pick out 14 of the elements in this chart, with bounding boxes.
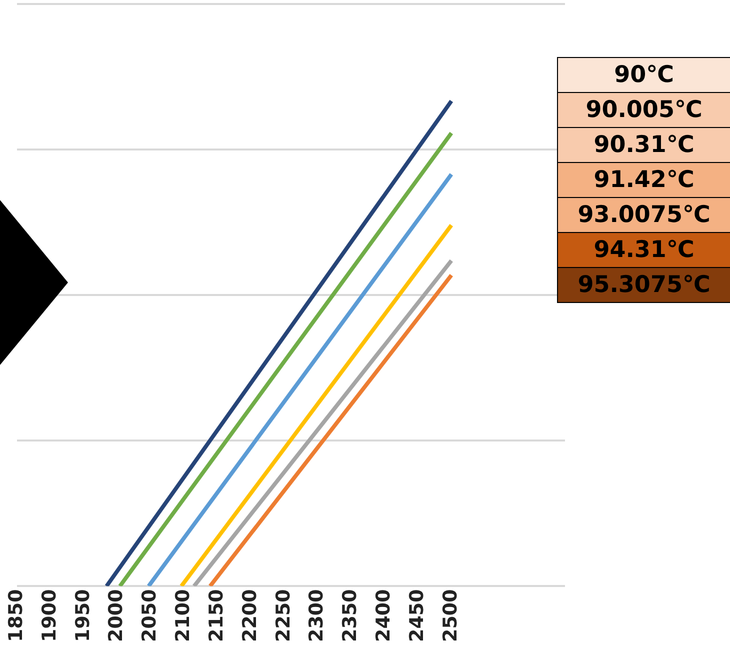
x-tick-label: 2000 (105, 589, 128, 642)
x-tick-label: 2050 (138, 589, 161, 642)
x-tick-label: 1950 (72, 589, 94, 642)
x-tick-label: 2350 (339, 589, 362, 642)
x-tick-label: 2300 (306, 589, 328, 642)
x-tick-label: 1900 (38, 589, 60, 642)
x-tick-label: 2450 (406, 589, 428, 642)
x-tick-label: 2500 (439, 589, 462, 642)
x-tick-label: 2100 (172, 589, 194, 642)
x-tick-label: 2400 (372, 589, 394, 642)
x-tick-label: 1850 (4, 589, 27, 642)
x-tick-label: 2250 (272, 589, 294, 642)
x-tick-label: 2150 (205, 589, 228, 642)
x-tick-label: 2200 (238, 589, 261, 642)
